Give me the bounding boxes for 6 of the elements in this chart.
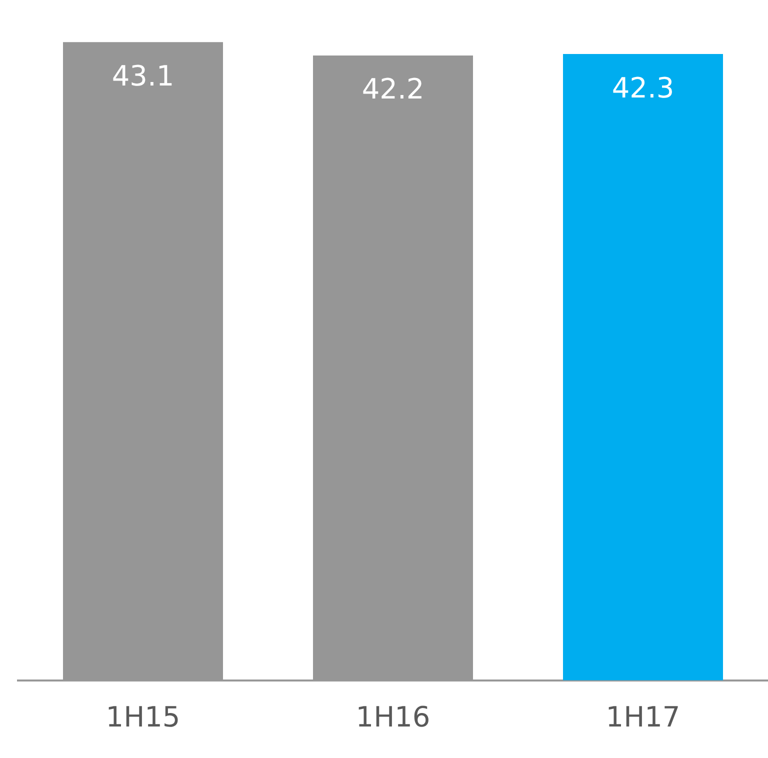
x-tick-label: 1H17: [606, 700, 680, 734]
x-tick-label: 1H15: [106, 700, 180, 734]
data-label: 43.1: [112, 59, 174, 92]
x-tick-label: 1H16: [356, 700, 430, 734]
data-label: 42.2: [362, 72, 424, 106]
data-label: 42.3: [612, 71, 674, 104]
